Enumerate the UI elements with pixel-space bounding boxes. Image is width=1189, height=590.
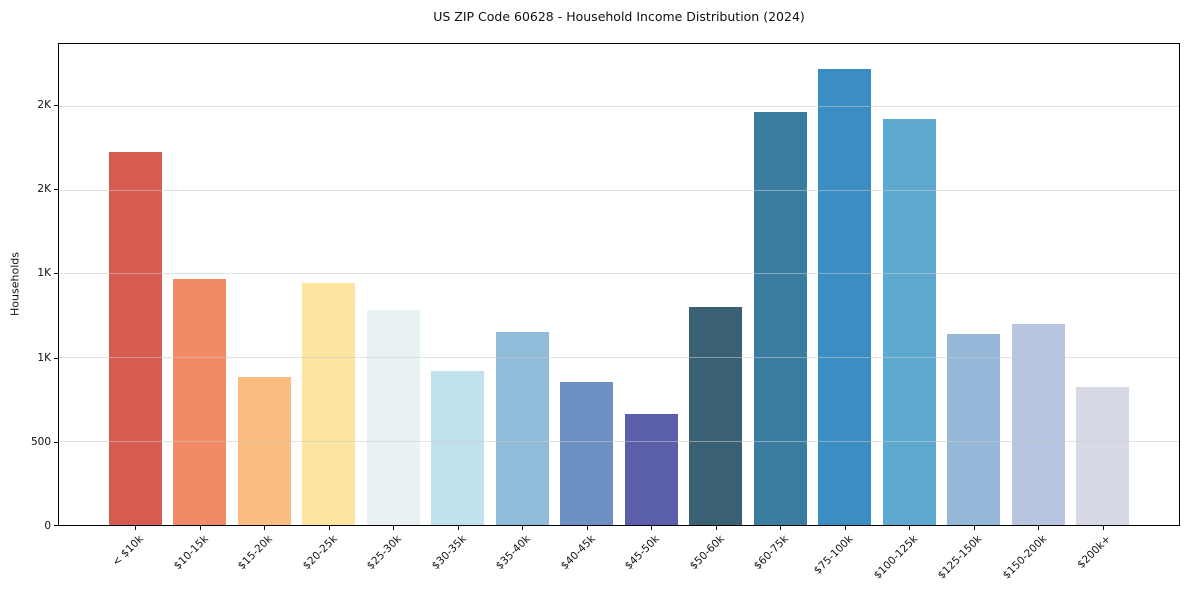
y-tick-mark bbox=[54, 357, 58, 359]
x-tick-label: $75-100k bbox=[811, 533, 856, 577]
bar-$150-200k bbox=[1011, 323, 1065, 525]
bar-slot bbox=[813, 44, 878, 525]
y-tick-label: 2K bbox=[37, 183, 51, 196]
plot-area bbox=[58, 43, 1180, 526]
bar-$45-50k bbox=[624, 414, 678, 525]
x-tick-mark bbox=[1038, 526, 1040, 530]
x-tick-label: $50-60k bbox=[687, 533, 727, 573]
x-tick-label: $100-125k bbox=[871, 533, 920, 582]
x-tick-label: $45-50k bbox=[622, 533, 662, 573]
x-tick-mark bbox=[586, 526, 588, 530]
x-tick-mark bbox=[522, 526, 524, 530]
x-tick-label: $10-15k bbox=[171, 533, 211, 573]
x-tick-mark bbox=[199, 526, 201, 530]
bar-slot bbox=[1071, 44, 1136, 525]
x-tick-label: $60-75k bbox=[751, 533, 791, 573]
bar-slot bbox=[232, 44, 297, 525]
x-tick-mark bbox=[651, 526, 653, 530]
x-tick-mark bbox=[1102, 526, 1104, 530]
y-tick-label: 0 bbox=[44, 520, 51, 532]
y-tick-mark bbox=[54, 189, 58, 191]
x-tick-label: $125-150k bbox=[935, 533, 985, 582]
x-tick-label: $200k+ bbox=[1075, 533, 1114, 571]
bar-$50-60k bbox=[689, 307, 743, 525]
bar-slot bbox=[297, 44, 362, 525]
bar-$200k+ bbox=[1076, 386, 1130, 525]
bar-$10-15k bbox=[173, 279, 227, 525]
y-tick-mark bbox=[54, 105, 58, 106]
gridline bbox=[59, 441, 1179, 443]
bar-slot bbox=[555, 44, 620, 525]
bar-slot bbox=[103, 44, 168, 525]
gridline bbox=[59, 357, 1179, 359]
y-axis-label: Households bbox=[8, 252, 22, 316]
bar-$40-45k bbox=[560, 382, 614, 525]
bar-slot bbox=[168, 44, 233, 525]
y-tick-label: 500 bbox=[30, 435, 51, 448]
x-tick-mark bbox=[264, 526, 266, 530]
x-tick-mark bbox=[328, 526, 330, 530]
chart-title: US ZIP Code 60628 - Household Income Dis… bbox=[433, 9, 805, 24]
bar-slot bbox=[619, 44, 684, 525]
bar-$60-75k bbox=[753, 111, 807, 525]
gridline bbox=[59, 189, 1179, 191]
x-tick-mark bbox=[393, 526, 395, 530]
x-tick-label: $25-30k bbox=[364, 533, 404, 573]
x-tick-label: $40-45k bbox=[558, 533, 598, 573]
gridline bbox=[59, 105, 1179, 107]
gridline bbox=[59, 273, 1179, 275]
y-tick-label: 1K bbox=[37, 351, 51, 364]
x-tick-label: $30-35k bbox=[429, 533, 469, 573]
bar-slot bbox=[490, 44, 555, 525]
bar-slot bbox=[748, 44, 813, 525]
bar-$125-150k bbox=[947, 333, 1001, 525]
bars-container bbox=[59, 44, 1179, 525]
x-tick-label: $35-40k bbox=[493, 533, 533, 573]
y-tick-mark bbox=[54, 441, 58, 443]
bar-$20-25k bbox=[302, 282, 356, 525]
bar-slot bbox=[684, 44, 749, 525]
bar-$25-30k bbox=[366, 309, 420, 525]
x-tick-mark bbox=[135, 526, 137, 530]
bar-$75-100k bbox=[818, 68, 872, 525]
x-tick-label: $15-20k bbox=[235, 533, 275, 573]
bar-$15-20k bbox=[237, 376, 291, 525]
bar-slot bbox=[877, 44, 942, 525]
x-tick-mark bbox=[973, 526, 975, 530]
x-tick-mark bbox=[780, 526, 782, 530]
bar-< $10k bbox=[108, 151, 162, 525]
y-tick-label: 2K bbox=[37, 99, 51, 111]
bar-slot bbox=[942, 44, 1007, 525]
y-tick-mark bbox=[54, 525, 58, 526]
x-tick-mark bbox=[844, 526, 846, 530]
bar-$35-40k bbox=[495, 332, 549, 525]
x-tick-mark bbox=[715, 526, 717, 530]
x-tick-label: $150-200k bbox=[1000, 533, 1049, 582]
x-tick-mark bbox=[457, 526, 459, 530]
bar-$100-125k bbox=[882, 119, 936, 525]
y-tick-mark bbox=[54, 273, 58, 275]
y-tick-label: 1K bbox=[37, 267, 51, 280]
bar-slot bbox=[426, 44, 491, 525]
bar-$30-35k bbox=[431, 370, 485, 525]
bar-slot bbox=[1006, 44, 1071, 525]
x-tick-label: $20-25k bbox=[300, 533, 340, 573]
bar-slot bbox=[361, 44, 426, 525]
x-tick-label: < $10k bbox=[110, 533, 146, 569]
x-tick-mark bbox=[909, 526, 911, 530]
